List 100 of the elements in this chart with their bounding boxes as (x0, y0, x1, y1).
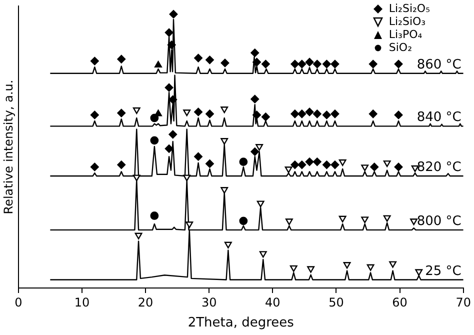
point (167, 40, 176, 50)
point (239, 158, 248, 166)
point (322, 160, 331, 169)
point (415, 269, 423, 276)
point (394, 110, 403, 120)
point (164, 28, 174, 37)
point (290, 265, 298, 272)
point (250, 48, 260, 58)
point (206, 160, 214, 168)
series-label: 820 °C (416, 160, 462, 176)
x-tick-label: 20 (138, 295, 154, 310)
point (383, 160, 391, 168)
point (322, 110, 331, 120)
point (183, 110, 191, 116)
legend-label: SiO₂ (388, 41, 412, 54)
point (298, 60, 306, 68)
point (194, 152, 202, 161)
point (368, 110, 378, 118)
point (290, 60, 300, 68)
point (394, 60, 403, 68)
point (169, 10, 178, 18)
point (290, 160, 300, 169)
point (256, 144, 264, 151)
point (117, 160, 126, 169)
point (117, 108, 126, 118)
point (368, 60, 378, 68)
point (224, 242, 232, 248)
point (132, 107, 140, 114)
point (410, 218, 418, 226)
point (330, 160, 340, 169)
point (220, 138, 228, 145)
series-label: 800 °C (416, 214, 462, 229)
point (383, 215, 391, 222)
x-tick-label: 0 (14, 295, 22, 310)
point (322, 60, 331, 68)
point (220, 106, 228, 114)
legend-label: Li₃PO₄ (388, 28, 422, 41)
point (256, 200, 264, 208)
point (164, 83, 174, 92)
point (312, 110, 322, 118)
point (330, 110, 340, 118)
point (252, 58, 261, 66)
point (261, 112, 270, 122)
point (186, 222, 194, 228)
point (259, 251, 267, 258)
point (250, 147, 260, 156)
point (150, 212, 159, 220)
point (361, 164, 369, 172)
point (90, 56, 99, 66)
x-tick-label: 40 (265, 295, 280, 310)
series-label: 860 °C (416, 57, 462, 72)
point (239, 216, 248, 226)
x-tick-label: 70 (456, 295, 472, 310)
point (183, 174, 191, 182)
point (220, 187, 228, 194)
point (343, 262, 351, 269)
point (312, 158, 322, 166)
point (361, 216, 369, 224)
x-tick-label: 10 (74, 295, 90, 310)
point (252, 110, 261, 120)
point (285, 218, 293, 226)
legend-label: Li₂SiO₃ (388, 15, 426, 28)
x-tick-label: 30 (201, 295, 217, 310)
point (194, 54, 202, 62)
point (305, 108, 314, 116)
point (134, 232, 142, 240)
point (117, 54, 126, 64)
point (90, 110, 99, 120)
legend-label: Li₂Si₂O₅ (388, 2, 430, 15)
point (394, 162, 403, 172)
point (305, 158, 314, 166)
point (250, 94, 260, 104)
point (150, 136, 159, 145)
point (338, 159, 346, 166)
point (168, 130, 178, 139)
point (284, 166, 292, 174)
point (389, 261, 397, 268)
point (330, 60, 340, 68)
point (220, 58, 230, 68)
point (206, 56, 214, 64)
point (132, 174, 140, 182)
point (261, 60, 270, 68)
point (290, 110, 300, 118)
series-label: 840 °C (416, 110, 462, 126)
point (194, 108, 202, 116)
x-tick-label: 50 (328, 295, 344, 310)
y-axis-title: Relative intensity, a.u. (1, 80, 16, 214)
point (90, 162, 99, 172)
point (298, 160, 306, 169)
point (312, 60, 322, 68)
x-tick-label: 60 (392, 295, 408, 310)
point (366, 264, 374, 271)
point (338, 216, 346, 222)
point (307, 266, 315, 273)
series-label: 25 °C (425, 264, 462, 279)
x-axis-title: 2Theta, degrees (188, 316, 294, 331)
point (370, 162, 379, 172)
point (298, 110, 306, 118)
point (154, 60, 162, 68)
point (154, 110, 162, 116)
